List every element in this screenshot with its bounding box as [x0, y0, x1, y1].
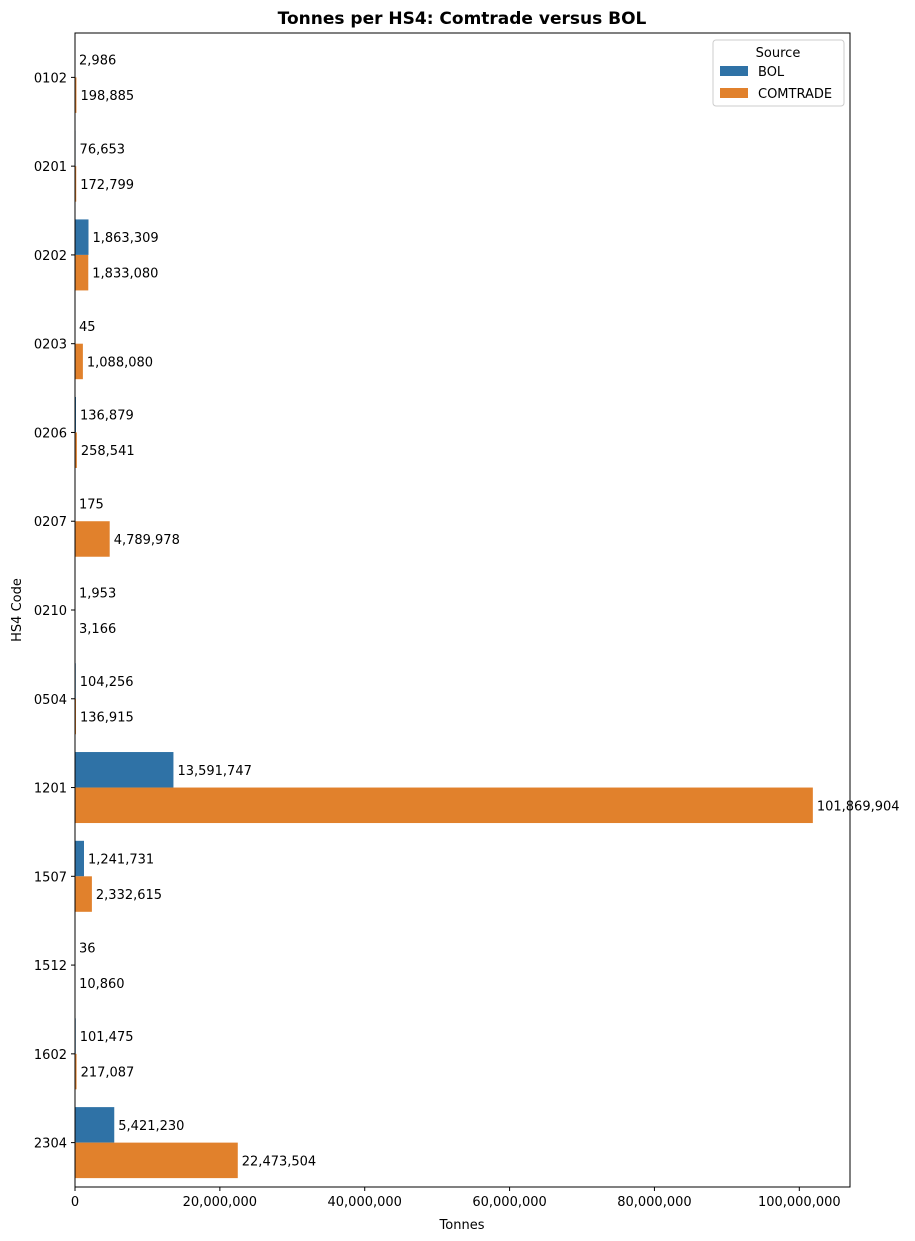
- bar-comtrade-0102: [75, 77, 77, 113]
- data-label-comtrade-0203: 1,088,080: [87, 355, 153, 370]
- data-label-bol-0206: 136,879: [80, 409, 134, 424]
- x-axis: 0 20,000,000 40,000,000 60,000,000 80,000,00…: [71, 1187, 841, 1210]
- bar-comtrade-0206: [75, 432, 77, 468]
- legend-swatch-comtrade: [720, 88, 748, 98]
- bar-comtrade-0202: [75, 254, 89, 291]
- x-tick-label-5: 100,000,000: [758, 1195, 841, 1210]
- data-label-bol-0201: 76,653: [80, 142, 126, 157]
- data-label-comtrade-0102: 198,885: [80, 89, 134, 104]
- bar-comtrade-1602: [75, 1053, 77, 1090]
- bar-comtrade-2304: [75, 1142, 238, 1179]
- bar-comtrade-1201: [75, 787, 813, 824]
- bar-bol-0202: [75, 219, 89, 255]
- legend-swatch-bol: [720, 66, 748, 76]
- data-label-bol-1201: 13,591,747: [177, 764, 251, 779]
- chart-title: Tonnes per HS4: Comtrade versus BOL: [278, 9, 647, 29]
- y-tick-label-0504: 0504: [34, 693, 67, 708]
- data-label-bol-0203: 45: [79, 320, 96, 335]
- bar-bol-1507: [75, 840, 84, 877]
- legend-label-bol: BOL: [758, 65, 785, 80]
- data-label-bol-0102: 2,986: [79, 54, 116, 69]
- x-tick-label-1: 20,000,000: [183, 1195, 257, 1210]
- y-axis: 0102 0201 0202 0203 0206 0207 0210 0504 1201 1507…: [34, 71, 75, 1152]
- legend-title: Source: [756, 46, 801, 61]
- bar-bol-2304: [75, 1107, 115, 1143]
- bar-comtrade-0207: [75, 521, 110, 557]
- bars-layer: [75, 41, 813, 1179]
- data-label-comtrade-0504: 136,915: [80, 711, 134, 726]
- data-label-comtrade-0202: 1,833,080: [92, 267, 158, 282]
- data-label-comtrade-1201: 101,869,904: [817, 799, 900, 814]
- legend: Source BOL COMTRADE: [712, 39, 845, 107]
- bar-bol-1201: [75, 752, 174, 788]
- y-tick-label-1507: 1507: [34, 870, 67, 885]
- x-tick-label-2: 40,000,000: [328, 1195, 402, 1210]
- legend-label-comtrade: COMTRADE: [758, 87, 832, 102]
- y-tick-label-0206: 0206: [34, 426, 67, 441]
- x-tick-label-4: 80,000,000: [617, 1195, 691, 1210]
- x-tick-label-0: 0: [71, 1195, 79, 1210]
- data-label-comtrade-0206: 258,541: [81, 444, 135, 459]
- y-tick-label-0202: 0202: [34, 249, 67, 264]
- data-label-comtrade-0210: 3,166: [79, 622, 116, 637]
- data-label-bol-0207: 175: [79, 497, 104, 512]
- y-tick-label-1512: 1512: [34, 959, 67, 974]
- y-tick-label-1602: 1602: [34, 1048, 67, 1063]
- data-label-bol-1602: 101,475: [80, 1030, 134, 1045]
- data-label-bol-0202: 1,863,309: [92, 231, 158, 246]
- data-label-comtrade-0207: 4,789,978: [114, 533, 180, 548]
- data-label-comtrade-1512: 10,860: [79, 977, 125, 992]
- data-labels-layer: 2,986 198,885 76,653 172,799 1,863,309 1,833,…: [79, 54, 900, 1170]
- data-label-comtrade-1602: 217,087: [81, 1066, 135, 1081]
- y-tick-label-0210: 0210: [34, 604, 67, 619]
- y-tick-label-1201: 1201: [34, 782, 67, 797]
- bar-comtrade-1507: [75, 876, 92, 912]
- bar-comtrade-0203: [75, 343, 83, 380]
- y-axis-label: HS4 Code: [10, 578, 25, 642]
- data-label-comtrade-1507: 2,332,615: [96, 888, 162, 903]
- y-tick-label-2304: 2304: [34, 1137, 67, 1152]
- y-tick-label-0207: 0207: [34, 515, 67, 530]
- y-tick-label-0203: 0203: [34, 338, 67, 353]
- data-label-comtrade-0201: 172,799: [80, 178, 134, 193]
- data-label-bol-0210: 1,953: [79, 586, 116, 601]
- data-label-bol-1512: 36: [79, 941, 96, 956]
- x-tick-label-3: 60,000,000: [472, 1195, 546, 1210]
- data-label-comtrade-2304: 22,473,504: [242, 1154, 316, 1169]
- bar-comtrade-0201: [75, 166, 77, 202]
- y-tick-label-0102: 0102: [34, 71, 67, 86]
- data-label-bol-1507: 1,241,731: [88, 853, 154, 868]
- plot-frame: [74, 32, 851, 1188]
- data-label-bol-0504: 104,256: [80, 675, 134, 690]
- y-tick-label-0201: 0201: [34, 160, 67, 175]
- x-axis-label: Tonnes: [439, 1218, 485, 1233]
- data-label-bol-2304: 5,421,230: [118, 1119, 184, 1134]
